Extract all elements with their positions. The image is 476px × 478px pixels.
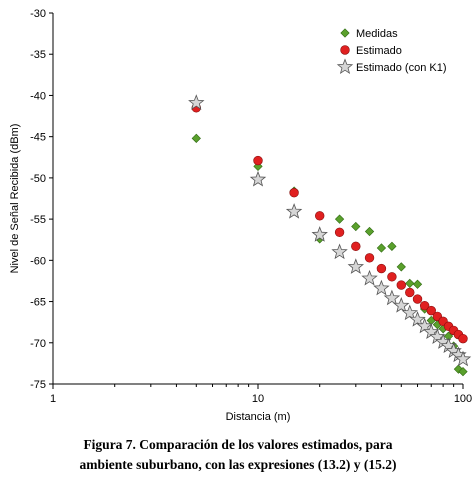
legend-label: Estimado (con K1) <box>356 62 446 74</box>
chart: -30 -35 -40 -45 -50 -55 -60 -65 -70 -75 1 10 100 Med… <box>9 8 472 423</box>
circle-point <box>412 294 423 304</box>
series-star <box>188 94 472 367</box>
diamond-point <box>412 279 423 289</box>
x-tick-label: 1 <box>50 393 56 405</box>
circle-point <box>315 211 325 221</box>
legend-label: Estimado <box>356 45 402 57</box>
circle-point <box>253 155 263 166</box>
diamond-point <box>458 367 468 377</box>
figure-caption-line-2: ambiente suburbano, con las expresiones … <box>79 457 397 472</box>
x-tick-label: 10 <box>252 393 264 405</box>
circle-point <box>387 272 397 282</box>
star-point <box>188 94 205 110</box>
diamond-point <box>387 241 397 251</box>
circle-point <box>376 263 387 274</box>
legend-marker-circle <box>340 45 350 55</box>
circle-point <box>396 280 406 290</box>
star-point <box>361 269 378 286</box>
data-points <box>188 94 472 377</box>
star-point <box>347 258 365 274</box>
legend-label: Medidas <box>356 28 398 40</box>
figure-caption-line-1: Figura 7. Comparación de los valores est… <box>83 437 393 452</box>
legend-marker-star <box>336 58 354 74</box>
circle-point <box>419 300 430 311</box>
diamond-point <box>396 262 406 272</box>
y-tick-label: -35 <box>30 49 46 61</box>
y-tick-label: -30 <box>30 8 46 20</box>
star-point <box>383 289 401 306</box>
star-point <box>454 350 472 367</box>
diamond-point <box>376 243 387 253</box>
ticks: -30 -35 -40 -45 -50 -55 -60 -65 -70 -75 1 10 100 <box>30 8 472 405</box>
circle-point <box>289 188 299 198</box>
y-tick-label: -50 <box>30 173 46 185</box>
star-point <box>285 203 303 219</box>
star-point <box>249 170 267 187</box>
diamond-point <box>405 278 415 289</box>
star-point <box>409 311 426 327</box>
y-tick-label: -75 <box>30 379 46 391</box>
star-point <box>311 226 328 242</box>
circle-point <box>364 253 375 263</box>
circle-point <box>405 287 415 298</box>
y-tick-label: -40 <box>30 90 46 102</box>
series-diamond <box>191 133 468 377</box>
y-tick-label: -55 <box>30 214 46 226</box>
y-tick-label: -70 <box>30 338 46 350</box>
x-tick-label: 100 <box>454 393 472 405</box>
circle-point <box>334 227 345 238</box>
circle-point <box>458 333 468 344</box>
star-point <box>331 243 348 260</box>
circle-point <box>351 241 361 252</box>
diamond-point <box>191 133 201 143</box>
y-tick-label: -65 <box>30 297 46 309</box>
y-axis-label: Nivel de Señal Recibida (dBm) <box>9 124 21 274</box>
diamond-point <box>364 226 375 237</box>
series-circle <box>191 103 468 344</box>
circle-point <box>426 305 436 316</box>
diamond-point <box>334 214 345 224</box>
x-axis-label: Distancia (m) <box>226 411 291 423</box>
star-point <box>373 279 390 296</box>
star-point <box>401 304 418 321</box>
star-point <box>393 297 410 313</box>
legend-marker-diamond <box>340 28 350 38</box>
y-tick-label: -60 <box>30 255 46 267</box>
legend: Medidas Estimado Estimado (con K1) <box>336 28 446 74</box>
diamond-point <box>351 221 361 232</box>
y-tick-label: -45 <box>30 132 46 144</box>
